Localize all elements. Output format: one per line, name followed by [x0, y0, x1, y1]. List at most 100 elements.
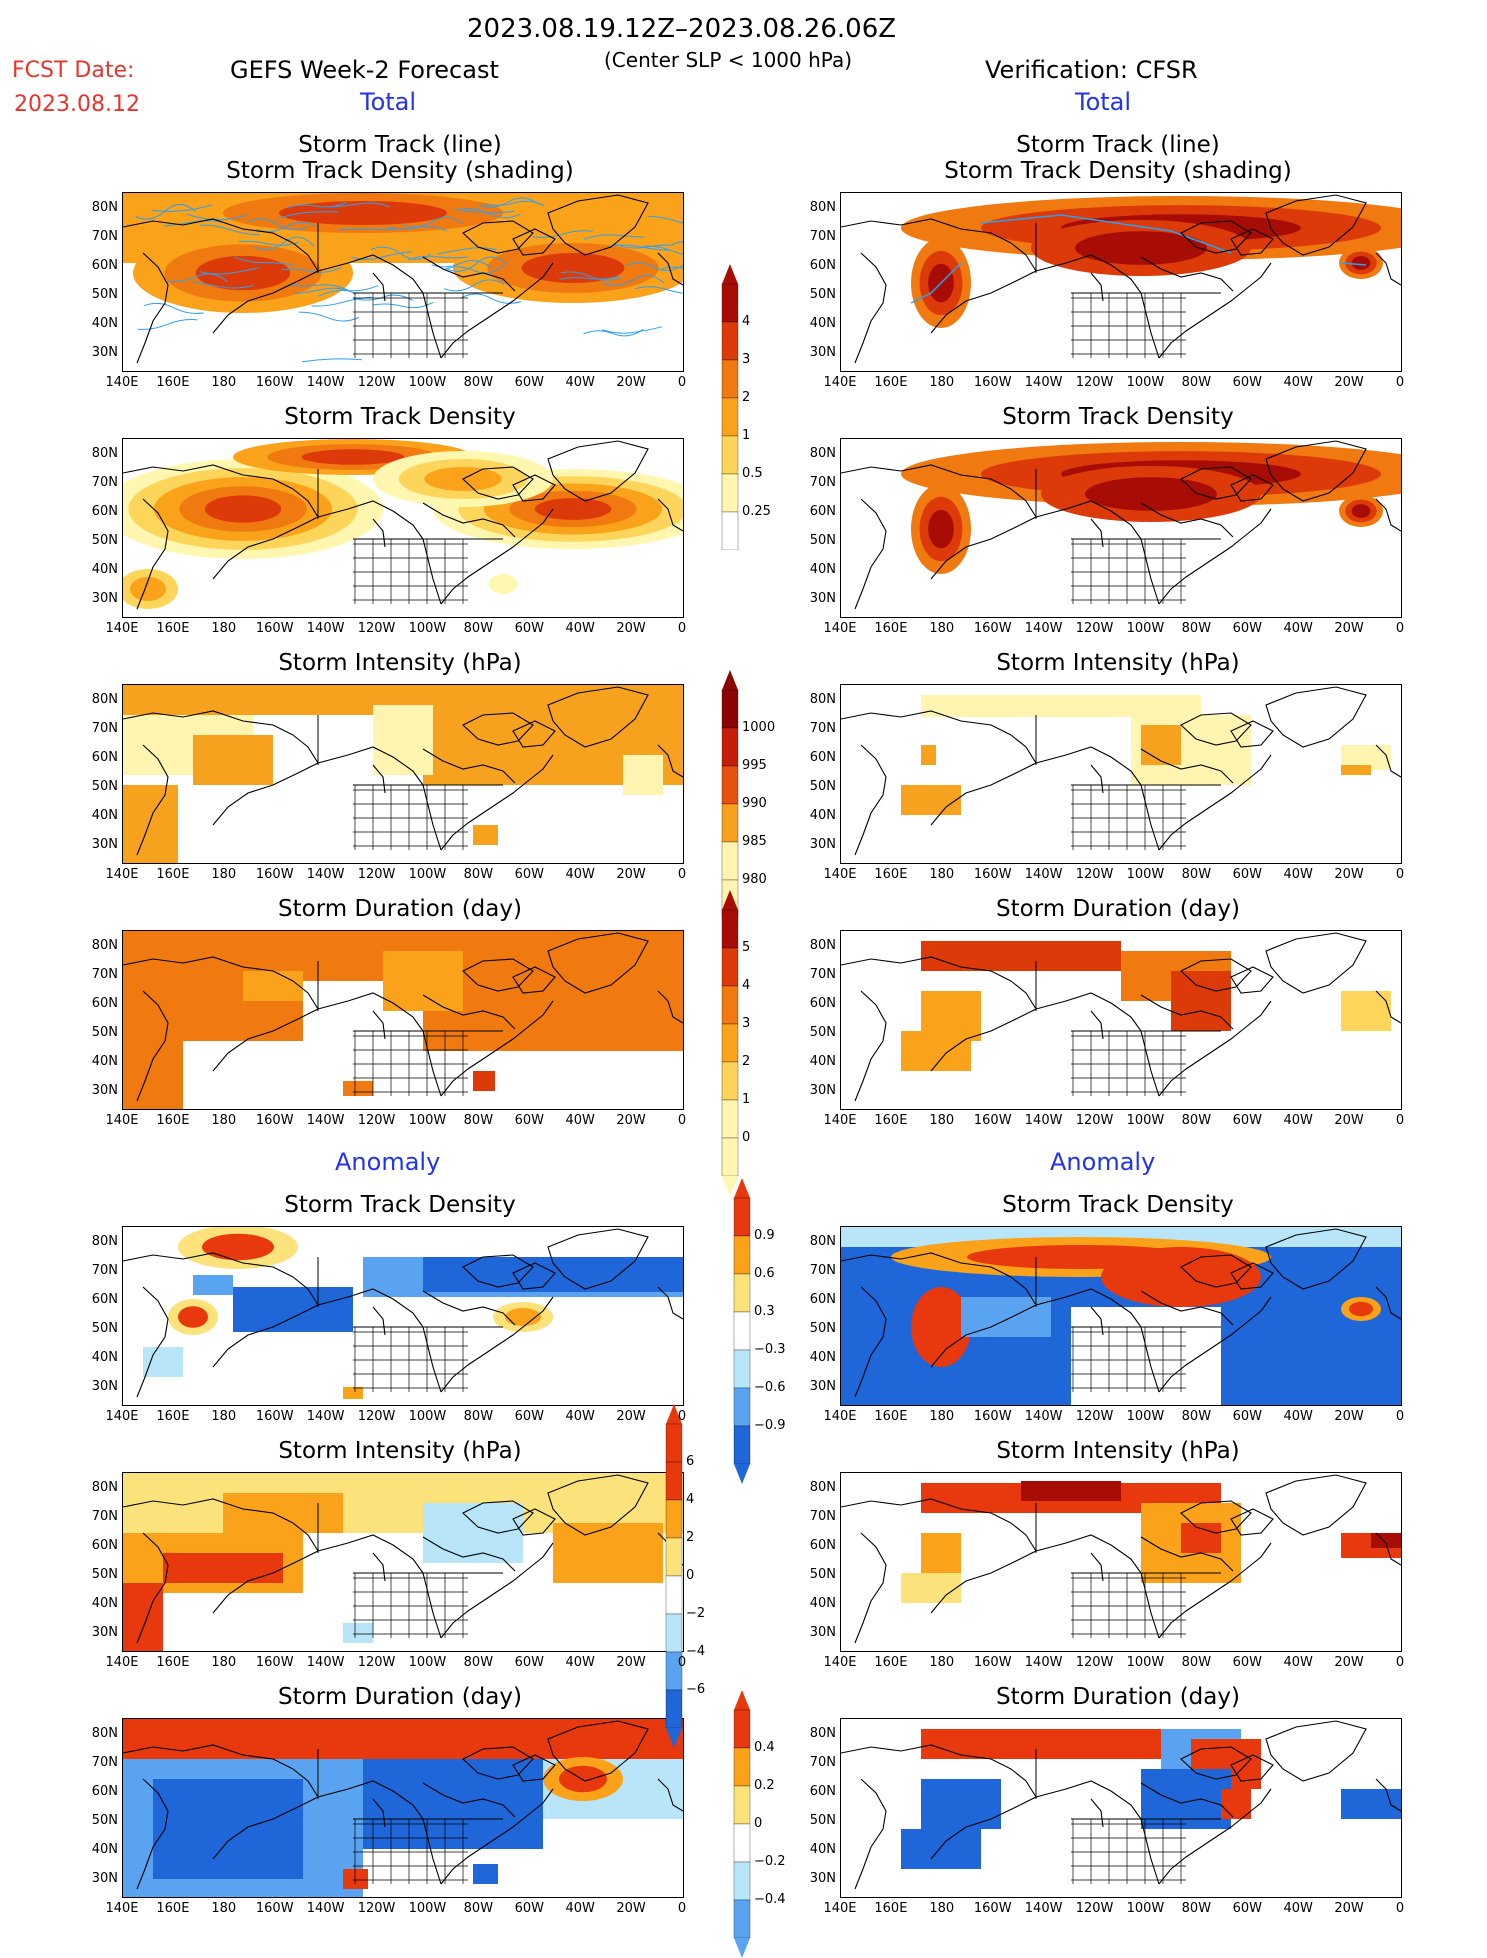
lon-label: 180	[204, 621, 244, 636]
colorbar-tick-label: −2	[686, 1606, 705, 1621]
lon-label: 160E	[153, 1409, 193, 1424]
lon-label: 0	[662, 1901, 702, 1916]
lon-label: 160W	[973, 867, 1013, 882]
lon-label: 40W	[1278, 1113, 1318, 1128]
lat-label: 60N	[796, 996, 836, 1011]
title-track-l2-right: Storm Track Density (shading)	[838, 158, 1398, 184]
lon-label: 140E	[102, 1113, 142, 1128]
colorbar-density-anom: 0.9 0.6 0.3 −0.3 −0.6 −0.9	[732, 1178, 792, 1484]
lon-label: 140W	[1024, 1409, 1064, 1424]
lon-label: 60W	[1227, 621, 1267, 636]
lat-label: 80N	[78, 1726, 118, 1741]
colorbar-tick-label: −0.3	[754, 1342, 786, 1357]
lon-label: 160W	[255, 1901, 295, 1916]
lat-label: 50N	[796, 1567, 836, 1582]
colorbar-intensity-anom-svg	[664, 1404, 684, 1748]
lon-label: 40W	[1278, 1409, 1318, 1424]
lon-label: 160E	[871, 1655, 911, 1670]
lat-label: 30N	[796, 591, 836, 606]
map-anom-duration-verification	[840, 1718, 1402, 1898]
lon-label: 180	[204, 1113, 244, 1128]
lat-label: 80N	[78, 200, 118, 215]
map-anom-density-verification-svg	[841, 1227, 1401, 1405]
lat-label: 40N	[796, 562, 836, 577]
lon-label: 40W	[560, 867, 600, 882]
lon-label: 100W	[407, 375, 447, 390]
colorbar-tick-label: 1	[742, 1092, 750, 1107]
lon-label: 180	[922, 1901, 962, 1916]
lon-label: 140E	[820, 867, 860, 882]
lon-label: 60W	[509, 1901, 549, 1916]
lon-label: 100W	[1125, 1901, 1165, 1916]
colorbar-tick-label: 3	[742, 1016, 750, 1031]
lon-label: 60W	[1227, 867, 1267, 882]
colorbar-intensity-anom: 6 4 2 0 −2 −4 −6	[664, 1404, 724, 1748]
lon-label: 60W	[1227, 1409, 1267, 1424]
title-track-l1-left: Storm Track (line)	[120, 132, 680, 158]
lat-label: 70N	[796, 1263, 836, 1278]
map-anom-density-forecast	[122, 1226, 684, 1406]
lon-label: 160W	[973, 621, 1013, 636]
lon-label: 100W	[407, 1113, 447, 1128]
lat-label: 40N	[796, 1054, 836, 1069]
colorbar-tick-label: 6	[686, 1454, 694, 1469]
lat-label: 70N	[78, 1509, 118, 1524]
title-intensity-left: Storm Intensity (hPa)	[120, 650, 680, 676]
lon-label: 0	[1380, 1409, 1420, 1424]
colorbar-tick-label: 2	[742, 390, 750, 405]
lat-label: 40N	[796, 1596, 836, 1611]
lon-label: 160W	[255, 1113, 295, 1128]
right-column-title: Verification: CFSR	[985, 56, 1198, 84]
title-anom-density-left: Storm Track Density	[120, 1192, 680, 1218]
colorbar-tick-label: 0	[754, 1816, 762, 1831]
colorbar-tick-label: 980	[742, 872, 767, 887]
lon-label: 160W	[973, 1655, 1013, 1670]
map-duration-verification	[840, 930, 1402, 1110]
lat-label: 60N	[796, 1538, 836, 1553]
lon-label: 160W	[973, 1113, 1013, 1128]
lon-label: 100W	[407, 1901, 447, 1916]
colorbar-tick-label: 0	[742, 1130, 750, 1145]
lat-label: 80N	[796, 692, 836, 707]
lon-label: 0	[662, 621, 702, 636]
colorbar-tick-label: 5	[742, 940, 750, 955]
title-density-left: Storm Track Density	[120, 404, 680, 430]
lat-label: 70N	[78, 229, 118, 244]
lon-label: 40W	[560, 1655, 600, 1670]
lat-label: 40N	[78, 808, 118, 823]
lat-label: 60N	[796, 1292, 836, 1307]
lat-label: 40N	[796, 808, 836, 823]
lon-label: 0	[1380, 1901, 1420, 1916]
lat-label: 50N	[796, 1813, 836, 1828]
lon-label: 140W	[306, 621, 346, 636]
map-anom-intensity-forecast-svg	[123, 1473, 683, 1651]
lon-label: 80W	[458, 621, 498, 636]
lat-label: 70N	[78, 1755, 118, 1770]
lat-label: 30N	[796, 1083, 836, 1098]
center-slp-note: (Center SLP < 1000 hPa)	[604, 48, 852, 72]
lat-label: 70N	[78, 721, 118, 736]
lon-label: 140W	[306, 1113, 346, 1128]
fcst-date-value: 2023.08.12	[14, 92, 140, 117]
map-track-verification-svg	[841, 193, 1401, 371]
colorbar-tick-label: 985	[742, 834, 767, 849]
map-anom-density-verification	[840, 1226, 1402, 1406]
lon-label: 60W	[1227, 375, 1267, 390]
lat-label: 60N	[796, 750, 836, 765]
left-column-title: GEFS Week-2 Forecast	[230, 56, 499, 84]
lon-label: 120W	[1075, 1655, 1115, 1670]
lon-label: 160W	[255, 621, 295, 636]
lon-label: 40W	[1278, 1901, 1318, 1916]
lon-label: 60W	[509, 1113, 549, 1128]
colorbar-tick-label: 4	[742, 314, 750, 329]
lon-label: 100W	[1125, 1409, 1165, 1424]
lon-label: 180	[204, 1901, 244, 1916]
lon-label: 20W	[1329, 621, 1369, 636]
lon-label: 0	[1380, 1113, 1420, 1128]
lon-label: 40W	[560, 621, 600, 636]
lon-label: 140E	[102, 867, 142, 882]
date-range-title: 2023.08.19.12Z–2023.08.26.06Z	[467, 14, 896, 44]
lat-label: 60N	[78, 1538, 118, 1553]
map-intensity-verification-svg	[841, 685, 1401, 863]
colorbar-tick-label: 1	[742, 428, 750, 443]
